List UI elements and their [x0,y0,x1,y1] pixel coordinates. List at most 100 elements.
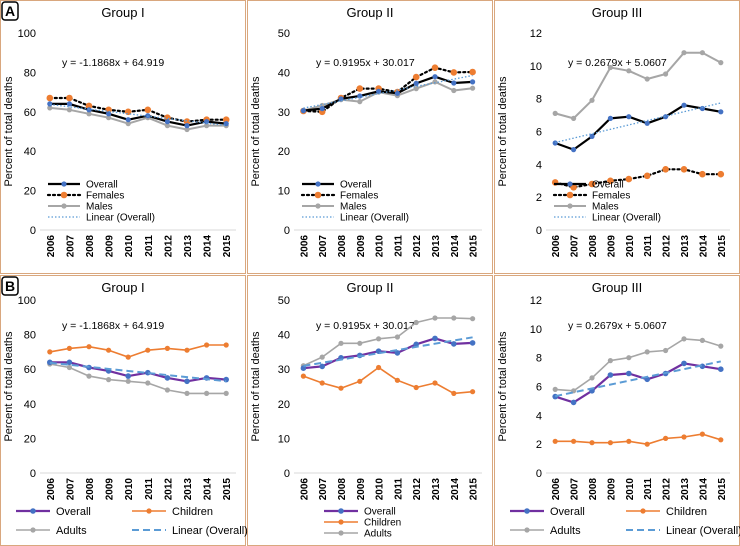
y-tick-label: 2 [536,192,542,204]
y-tick-label: 50 [278,295,290,307]
x-tick-label: 2014 [698,235,709,258]
x-tick-label: 2008 [588,478,599,501]
data-point-males [184,126,190,133]
data-point-children [571,438,577,444]
x-tick-label: 2007 [65,478,76,501]
x-tick-label: 2013 [183,478,194,501]
data-point-overall [300,365,307,372]
y-axis-label: Percent of total deaths [497,76,509,187]
x-tick-label: 2009 [606,235,617,258]
panel-frame [247,0,493,274]
chart-title: Group II [347,280,394,295]
x-tick-label: 2009 [356,478,367,501]
data-point-overall [106,111,112,117]
trendline-overall [49,103,227,127]
x-tick-label: 2015 [469,235,480,258]
x-tick-label: 2007 [65,235,76,258]
data-point-adults [432,315,438,321]
data-point-adults [718,343,724,349]
data-point-males [66,107,72,113]
panel-frame [494,0,740,274]
y-tick-label: 30 [278,107,290,119]
data-point-children [432,380,438,386]
legend-marker-adults [524,527,530,533]
data-point-males [357,99,363,105]
data-point-adults [319,354,325,360]
data-point-males [125,121,131,127]
legend-label-overall: Overall [56,506,91,518]
legend-marker-children [338,519,344,525]
x-tick-label: 2008 [85,235,96,258]
data-point-children [626,438,632,444]
data-point-males [413,86,419,92]
legend-label-overall: Overall [364,507,396,518]
x-tick-label: 2007 [570,235,581,258]
y-tick-label: 6 [536,127,542,139]
trendline-overall [303,74,473,109]
data-point-children [718,437,724,443]
x-tick-label: 2014 [450,478,461,501]
data-point-overall [125,117,131,123]
legend-marker-children [146,508,152,514]
x-tick-label: 2008 [588,235,599,258]
legend-label-overall: Overall [86,180,118,191]
x-tick-label: 2012 [163,235,174,258]
y-tick-label: 10 [530,324,542,336]
data-point-females [222,116,230,123]
data-point-males [644,76,650,82]
data-point-overall [644,120,650,126]
legend-label-overall: Overall [550,506,585,518]
panel-label-a: A [5,3,15,19]
legend-label-linear-overall: Linear (Overall) [666,525,740,537]
x-tick-label: 2008 [85,478,96,501]
y-tick-label: 0 [536,225,542,237]
data-point-males [718,60,724,66]
data-point-females [680,166,688,173]
data-point-overall [626,114,632,120]
legend-label-females: Females [86,191,124,202]
y-tick-label: 4 [536,159,542,171]
trendline-overall [554,360,722,398]
x-tick-label: 2008 [337,235,348,258]
panel-label-b-box [1,276,19,296]
data-point-children [223,342,229,348]
y-tick-label: 40 [278,67,290,79]
data-point-females [46,94,54,102]
data-point-children [184,347,190,353]
panel-labels: A B [1,1,19,296]
y-tick-label: 0 [30,468,36,480]
trendline-overall [555,102,721,144]
data-point-overall [125,373,131,379]
data-point-females [85,102,93,110]
legend-label-linear-overall: Linear (Overall) [340,213,409,224]
data-point-adults [204,390,210,396]
series-line-overall [554,362,721,404]
data-point-children [338,385,344,391]
legend-label-overall: Overall [340,180,372,191]
data-point-adults [86,373,92,379]
data-point-overall [607,372,614,378]
data-point-overall [47,101,53,107]
legend-label-overall: Overall [592,180,624,191]
trendline-equation: y = 0.9195x + 30.017 [316,57,415,69]
legend-marker-males [567,203,573,209]
x-tick-label: 2015 [717,478,728,501]
data-point-adults [184,390,190,396]
data-point-adults [125,378,131,384]
series-line-adults [555,338,722,392]
data-point-children [66,345,72,351]
data-point-children [106,347,112,353]
legend-label-males: Males [86,202,113,213]
data-point-males [681,50,687,56]
data-point-adults [699,337,706,343]
y-tick-label: 50 [278,28,290,40]
x-tick-label: 2011 [144,478,155,500]
data-point-children [589,440,595,446]
data-point-overall [223,376,229,383]
x-tick-label: 2010 [375,478,386,501]
series-line-overall [49,102,227,127]
data-point-children [413,384,419,391]
data-point-overall [470,79,476,85]
x-tick-label: 2006 [551,478,562,501]
